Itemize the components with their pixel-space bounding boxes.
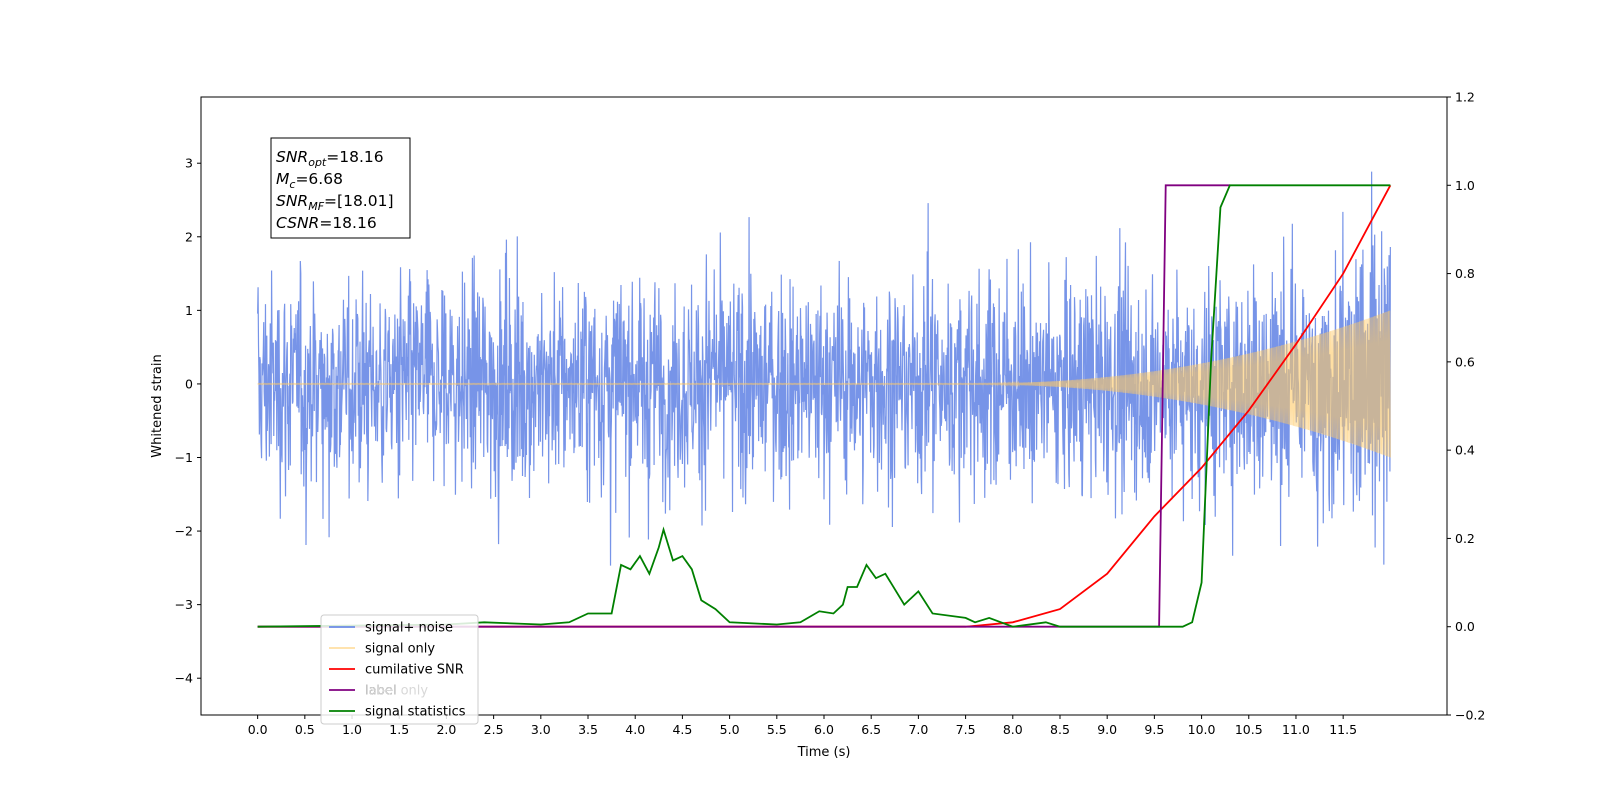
x-tick-label: 8.5 [1050, 722, 1070, 737]
annotation-box [270, 137, 411, 239]
y-tick-label: 2 [185, 229, 193, 244]
y-axis-label: Whitened strain [150, 354, 165, 457]
x-tick-label: 3.5 [578, 722, 598, 737]
y-tick-label: 0 [185, 376, 193, 391]
y2-tick-label: 1.2 [1455, 90, 1475, 105]
x-tick-label: 8.0 [1003, 722, 1023, 737]
y-tick-label: −3 [175, 597, 193, 612]
x-tick-label: 10.5 [1235, 722, 1263, 737]
legend-label: signal statistics [365, 705, 466, 720]
y2-tick-label: 0.4 [1455, 443, 1475, 458]
y-tick-label: −2 [175, 524, 193, 539]
x-tick-label: 3.0 [531, 722, 551, 737]
annotation-line: SNRMF=[18.01] [276, 192, 394, 213]
x-tick-label: 6.0 [814, 722, 834, 737]
x-tick-label: 7.5 [956, 722, 976, 737]
x-tick-label: 10.0 [1188, 722, 1216, 737]
x-tick-label: 11.0 [1282, 722, 1310, 737]
y2-tick-label: 1.0 [1455, 178, 1475, 193]
y2-tick-label: 0.2 [1455, 531, 1475, 546]
x-tick-label: 9.0 [1097, 722, 1117, 737]
y-tick-label: 3 [185, 156, 193, 171]
annotation-line: SNRopt=18.16 [276, 148, 384, 169]
x-tick-label: 1.0 [342, 722, 362, 737]
series-label [257, 184, 1230, 628]
x-tick-label: 11.5 [1329, 722, 1357, 737]
y2-tick-label: −0.2 [1455, 708, 1485, 723]
x-tick-label: 7.0 [908, 722, 928, 737]
y-tick-label: 1 [185, 303, 193, 318]
legend-label: signal only [365, 642, 435, 657]
x-tick-label: 5.5 [767, 722, 787, 737]
x-tick-label: 9.5 [1144, 722, 1164, 737]
annotation-line: CSNR=18.16 [276, 214, 377, 232]
annotation-line: Mc=6.68 [276, 170, 343, 191]
x-tick-label: 0.5 [295, 722, 315, 737]
y2-tick-label: 0.0 [1455, 619, 1475, 634]
x-tick-label: 2.0 [436, 722, 456, 737]
legend-label: label [365, 684, 396, 699]
y-tick-label: −4 [175, 671, 193, 686]
x-tick-label: 4.5 [672, 722, 692, 737]
x-tick-label: 4.0 [625, 722, 645, 737]
legend-box [320, 614, 479, 725]
x-tick-label: 6.5 [861, 722, 881, 737]
legend-label: signal+ noise [365, 621, 453, 636]
x-axis-label: Time (s) [797, 745, 851, 760]
x-tick-label: 1.5 [389, 722, 409, 737]
x-tick-label: 5.0 [720, 722, 740, 737]
legend-label: label only [365, 684, 428, 699]
legend-label: cumilative SNR [365, 663, 464, 678]
series-cumulative-snr [257, 184, 1392, 628]
y2-tick-label: 0.6 [1455, 354, 1475, 369]
y2-tick-label: 0.8 [1455, 266, 1475, 281]
x-tick-label: 0.0 [248, 722, 268, 737]
series-signal-only [257, 310, 1391, 458]
y-tick-label: −1 [175, 450, 193, 465]
x-tick-label: 2.5 [484, 722, 504, 737]
series-signal-statistics [257, 184, 1391, 628]
